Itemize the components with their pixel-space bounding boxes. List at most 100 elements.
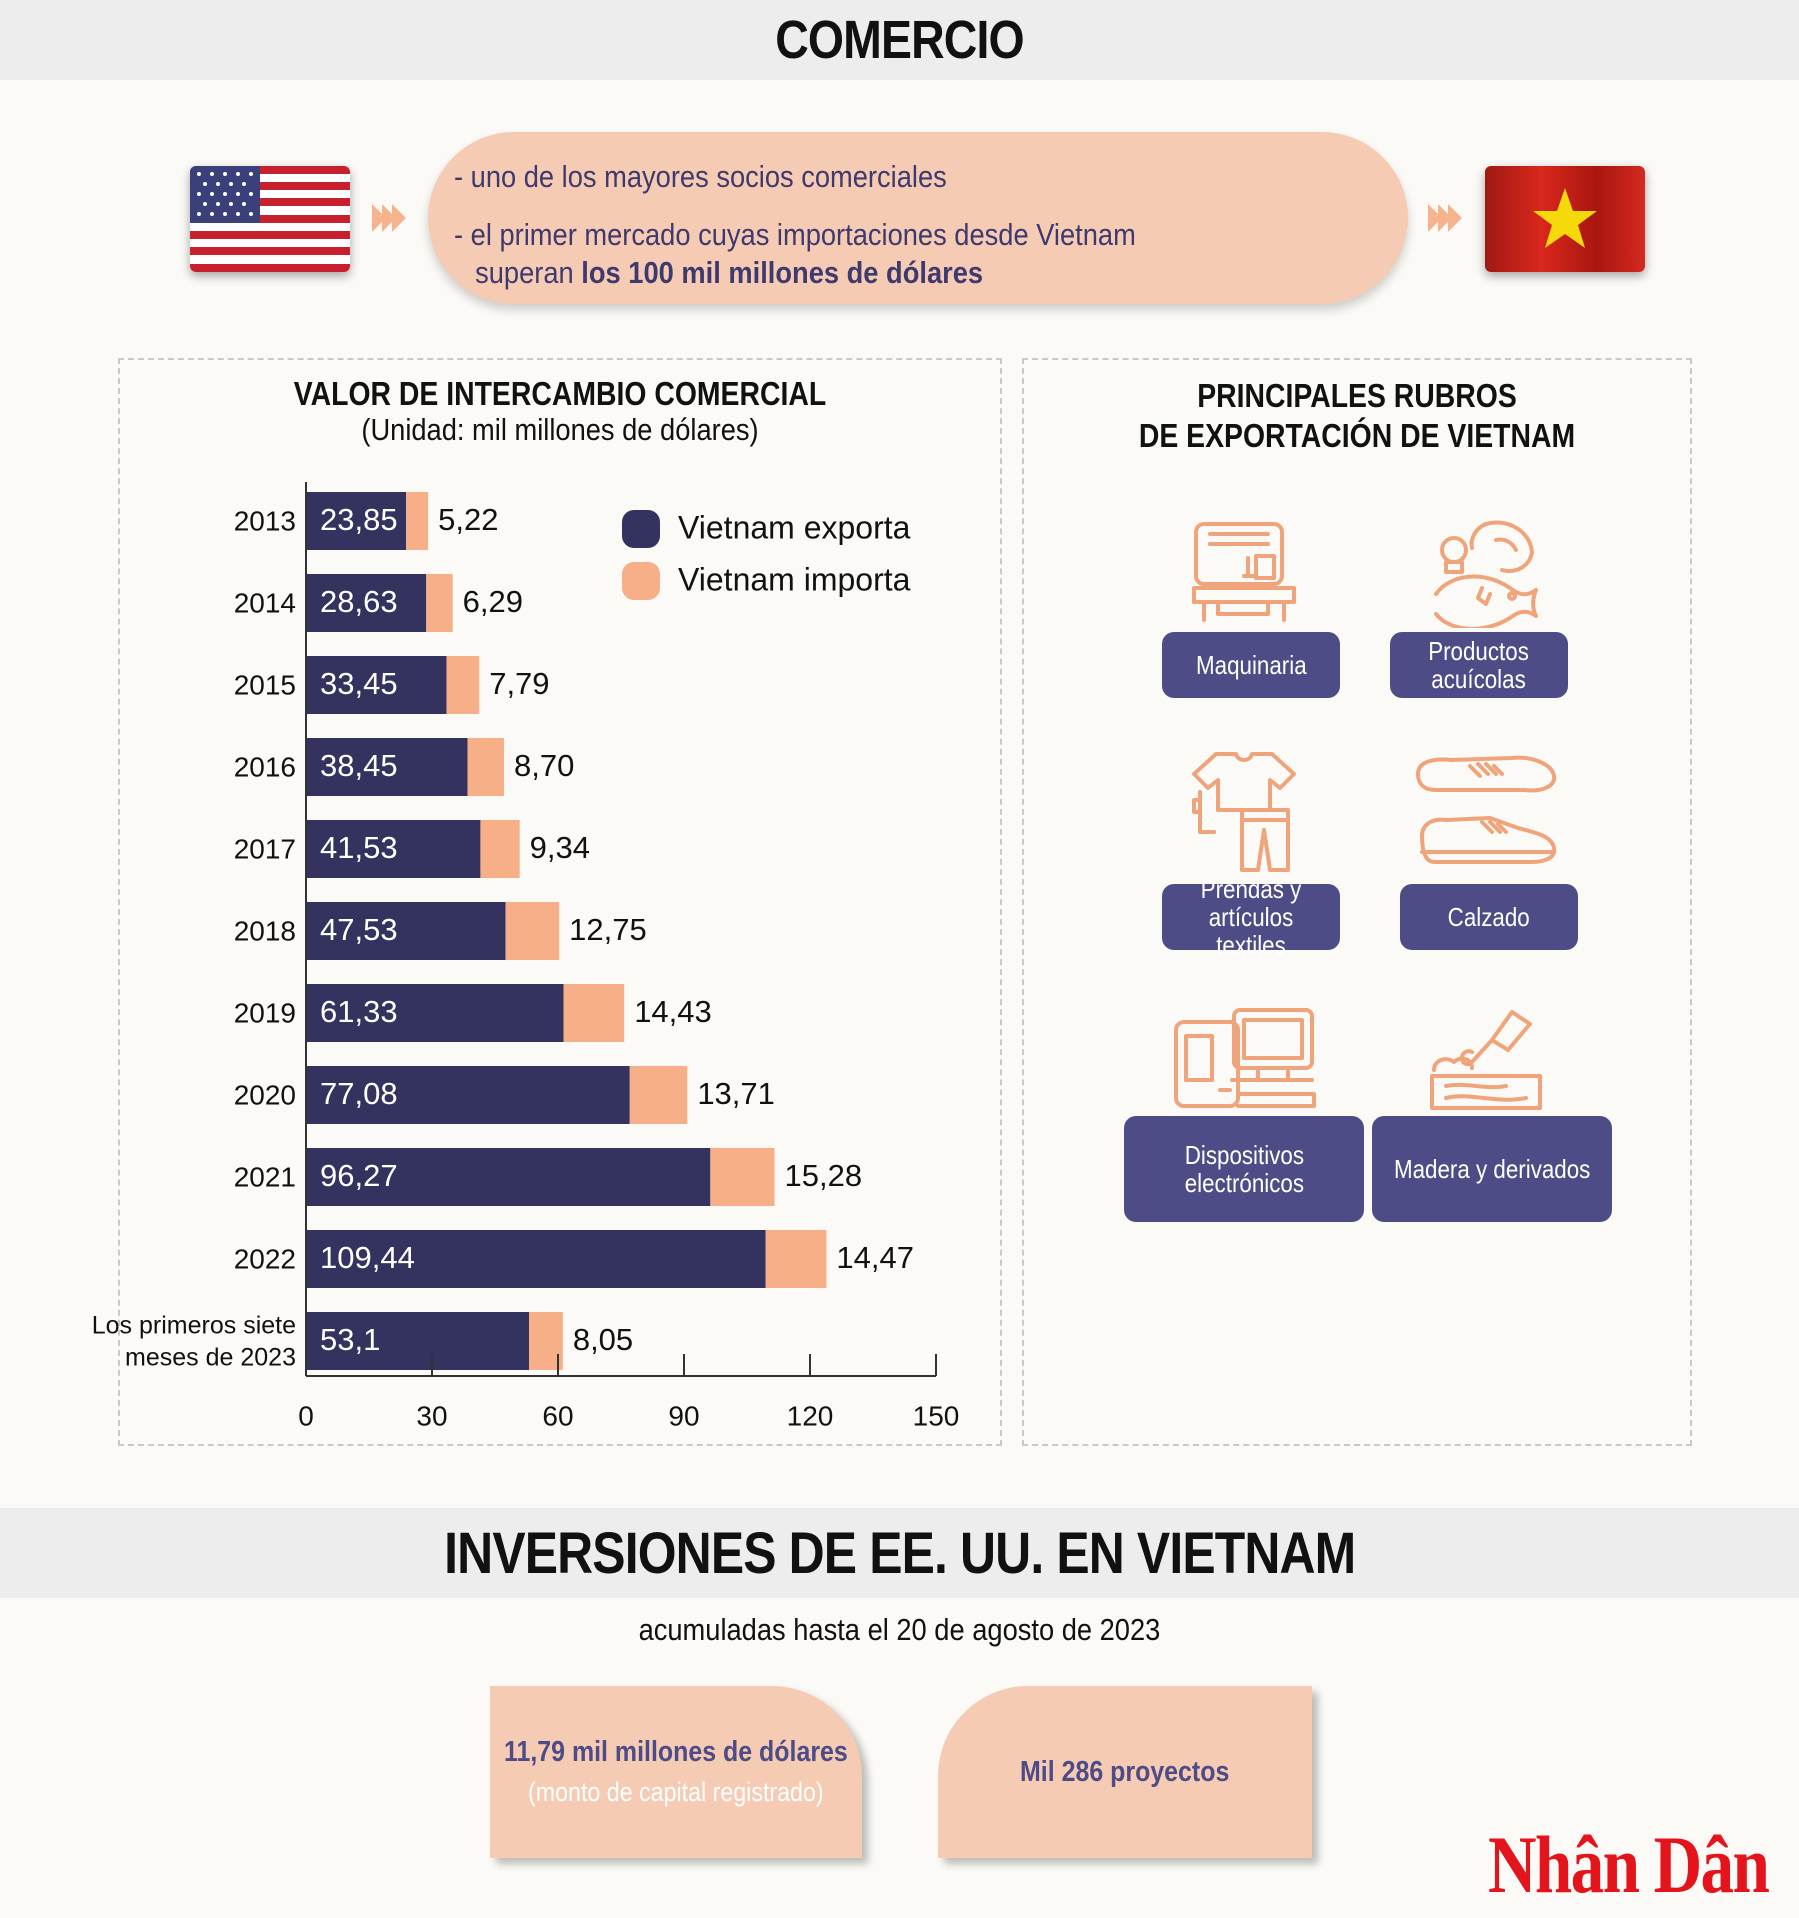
bar-import: [765, 1230, 827, 1288]
bar-import-label: 7,79: [489, 666, 549, 701]
category-label: 2019: [234, 997, 296, 1028]
category-label: meses de 2023: [125, 1344, 296, 1372]
nhandan-logo: Nhân Dân: [1488, 1819, 1770, 1910]
shoes-icon: [1416, 755, 1557, 864]
export-item-seafood: Productos acuícolas: [1390, 632, 1568, 698]
bar-import: [629, 1066, 688, 1124]
capital-card: 11,79 mil millones de dólares (monto de …: [490, 1686, 862, 1858]
export-item-textiles: Prendas y artículos textiles: [1162, 875, 1340, 959]
bar-import-label: 8,70: [514, 748, 574, 783]
bar-import-label: 14,47: [836, 1240, 914, 1275]
category-label: 2016: [234, 751, 296, 782]
page-title: COMERCIO: [775, 10, 1024, 70]
bar-export-label: 61,33: [320, 994, 398, 1029]
bar-export-label: 109,44: [320, 1240, 415, 1275]
chart-title: VALOR DE INTERCAMBIO COMERCIAL: [293, 375, 827, 412]
export-item-electronics: Dispositivos electrónicos: [1124, 1116, 1364, 1222]
bar-import: [710, 1148, 775, 1206]
exports-panel: [1022, 358, 1692, 1446]
category-label: 2018: [234, 915, 296, 946]
us-flag: [190, 166, 350, 272]
bar-export: [306, 1148, 711, 1206]
legend-label: Vietnam exporta: [678, 509, 911, 545]
invest-title: INVERSIONES DE EE. UU. EN VIETNAM: [443, 1520, 1356, 1586]
bar-export-label: 77,08: [320, 1076, 398, 1111]
sewing-machine-icon: [1192, 522, 1296, 622]
legend-swatch: [622, 510, 660, 548]
bar-export: [306, 1066, 630, 1124]
category-label: 2014: [234, 587, 296, 618]
category-label: 2021: [234, 1161, 296, 1192]
bar-export: [306, 902, 506, 960]
relation-line-3: superan los 100 mil millones de dólares: [475, 255, 984, 290]
category-label: 2017: [234, 833, 296, 864]
export-item-wood: Madera y derivados: [1372, 1116, 1612, 1222]
clothing-icon: [1192, 752, 1296, 872]
bar-export: [306, 574, 427, 632]
electronics-icon: [1174, 1008, 1316, 1108]
bar-export: [306, 492, 407, 550]
capital-value: 11,79 mil millones de dólares: [504, 1736, 848, 1768]
bar-export-label: 28,63: [320, 584, 398, 619]
bar-export-label: 23,85: [320, 502, 398, 537]
projects-value: Mil 286 proyectos: [1020, 1755, 1230, 1788]
invest-band: INVERSIONES DE EE. UU. EN VIETNAM: [0, 1508, 1799, 1598]
x-tick-label: 60: [542, 1400, 573, 1431]
bar-export-label: 38,45: [320, 748, 398, 783]
category-label: 2020: [234, 1079, 296, 1110]
relation-line-2: - el primer mercado cuyas importaciones …: [454, 217, 1136, 252]
bar-import-label: 8,05: [573, 1322, 633, 1357]
legend-swatch: [622, 562, 660, 600]
arrow-right-icon: [1428, 204, 1462, 232]
legend-label: Vietnam importa: [678, 561, 911, 597]
export-item-footwear: Calzado: [1400, 884, 1578, 950]
bar-import-label: 15,28: [785, 1158, 863, 1193]
export-item-machinery: Maquinaria: [1162, 632, 1340, 698]
bar-import: [426, 574, 453, 632]
x-tick-label: 150: [913, 1400, 960, 1431]
bar-export-label: 96,27: [320, 1158, 398, 1193]
bar-export: [306, 656, 447, 714]
bar-export: [306, 984, 564, 1042]
bar-import: [505, 902, 560, 960]
trade-chart-panel: [118, 358, 1002, 1446]
category-label: 2013: [234, 505, 296, 536]
exports-title: PRINCIPALES RUBROS DE EXPORTACIÓN DE VIE…: [1138, 377, 1576, 454]
x-tick-label: 0: [298, 1400, 314, 1431]
relation-box: - uno de los mayores socios comerciales …: [428, 132, 1408, 304]
capital-note: (monto de capital registrado): [528, 1777, 824, 1807]
bar-import: [563, 984, 625, 1042]
bar-export: [306, 820, 481, 878]
category-label: 2022: [234, 1243, 296, 1274]
seafood-icon: [1434, 520, 1538, 628]
vietnam-flag: [1485, 166, 1645, 272]
arrow-right-icon: [372, 204, 406, 232]
bar-export-label: 33,45: [320, 666, 398, 701]
category-label: Los primeros siete: [92, 1312, 296, 1340]
bar-export-label: 47,53: [320, 912, 398, 947]
bar-import: [446, 656, 480, 714]
relation-line-1: - uno de los mayores socios comerciales: [454, 159, 947, 194]
bar-import-label: 13,71: [697, 1076, 775, 1111]
bar-export: [306, 1312, 530, 1370]
bar-import: [480, 820, 520, 878]
x-tick-label: 120: [787, 1400, 834, 1431]
bar-import: [406, 492, 429, 550]
bar-import-label: 14,43: [634, 994, 712, 1029]
projects-card: Mil 286 proyectos: [938, 1686, 1312, 1858]
category-label: 2015: [234, 669, 296, 700]
bar-export: [306, 1230, 766, 1288]
bar-import-label: 5,22: [438, 502, 498, 537]
bar-export-label: 53,1: [320, 1322, 380, 1357]
bar-import-label: 12,75: [569, 912, 647, 947]
bar-import: [467, 738, 505, 796]
bar-import-label: 9,34: [530, 830, 590, 865]
invest-subtitle: acumuladas hasta el 20 de agosto de 2023: [638, 1612, 1161, 1647]
header-band: COMERCIO: [0, 0, 1799, 80]
bar-export: [306, 738, 468, 796]
x-tick-label: 30: [416, 1400, 447, 1431]
bar-export-label: 41,53: [320, 830, 398, 865]
bar-import-label: 6,29: [463, 584, 523, 619]
chart-subtitle: (Unidad: mil millones de dólares): [361, 412, 759, 447]
